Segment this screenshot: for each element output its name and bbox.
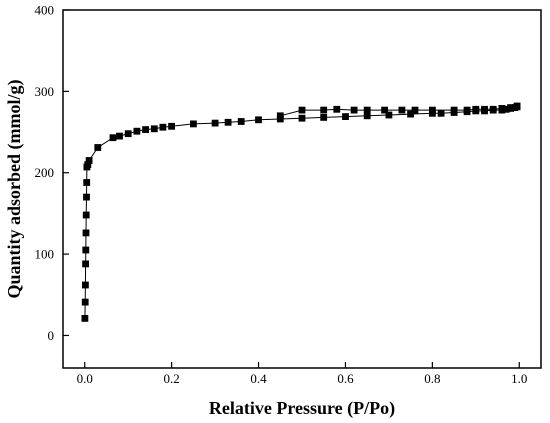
series-desorption	[276, 102, 521, 120]
data-point	[472, 105, 480, 113]
data-point	[255, 116, 262, 124]
plot-area	[81, 102, 521, 322]
data-point	[381, 106, 388, 114]
data-point	[298, 114, 306, 122]
data-point	[320, 114, 328, 121]
data-point	[363, 112, 371, 120]
data-point	[333, 105, 341, 113]
data-point	[133, 127, 141, 135]
x-tick-label: 0.0	[77, 371, 93, 386]
data-point	[84, 161, 92, 168]
x-axis-title: Relative Pressure (P/Po)	[209, 398, 395, 419]
x-axis-ticks: 0.0 0.2 0.4 0.6 0.8 1.0	[77, 362, 527, 386]
data-point	[489, 105, 497, 113]
data-point	[116, 132, 123, 140]
data-point	[320, 106, 328, 114]
y-axis-ticks: 0 100 200 300 400	[35, 3, 69, 343]
data-point	[385, 111, 393, 119]
data-point	[450, 106, 458, 114]
data-point	[150, 125, 158, 133]
data-point	[298, 106, 306, 114]
x-tick-label: 0.6	[337, 371, 354, 386]
x-tick-label: 1.0	[511, 371, 527, 386]
x-tick-label: 0.4	[250, 371, 267, 386]
data-point	[463, 106, 471, 114]
y-tick-label: 200	[35, 165, 55, 180]
data-point	[498, 105, 506, 112]
data-point	[211, 119, 219, 127]
data-point	[398, 106, 406, 114]
data-point	[513, 102, 521, 110]
data-point	[85, 157, 93, 164]
data-point	[481, 105, 488, 113]
data-point	[83, 179, 91, 186]
data-point	[82, 260, 89, 268]
y-axis-title: Quantity adsorbed (mmol/g)	[4, 79, 25, 298]
data-point	[276, 112, 284, 120]
data-point	[350, 106, 358, 114]
data-point	[190, 120, 197, 128]
y-tick-label: 300	[35, 84, 55, 99]
data-point	[407, 110, 414, 118]
data-point	[507, 104, 514, 111]
data-point	[109, 134, 117, 142]
y-tick-label: 100	[35, 247, 55, 262]
data-point	[429, 106, 436, 114]
data-point	[168, 122, 175, 130]
data-point	[142, 126, 149, 133]
data-point	[342, 113, 349, 120]
data-point	[224, 118, 232, 126]
data-point	[94, 144, 102, 151]
x-tick-label: 0.2	[164, 371, 180, 386]
data-point	[82, 246, 90, 254]
plot-frame	[62, 9, 542, 369]
data-point	[502, 105, 510, 113]
data-point	[124, 130, 132, 138]
data-point	[82, 211, 90, 219]
x-tick-label: 0.8	[424, 371, 440, 386]
data-point	[411, 106, 419, 114]
data-point	[81, 298, 89, 306]
data-point	[82, 281, 89, 289]
data-point	[82, 229, 90, 237]
data-point	[83, 193, 90, 201]
data-point	[81, 315, 89, 322]
data-point	[363, 106, 371, 114]
data-point	[437, 109, 445, 117]
y-tick-label: 400	[35, 3, 55, 18]
y-tick-label: 0	[48, 328, 55, 343]
data-point	[237, 118, 245, 125]
data-point	[159, 123, 167, 131]
